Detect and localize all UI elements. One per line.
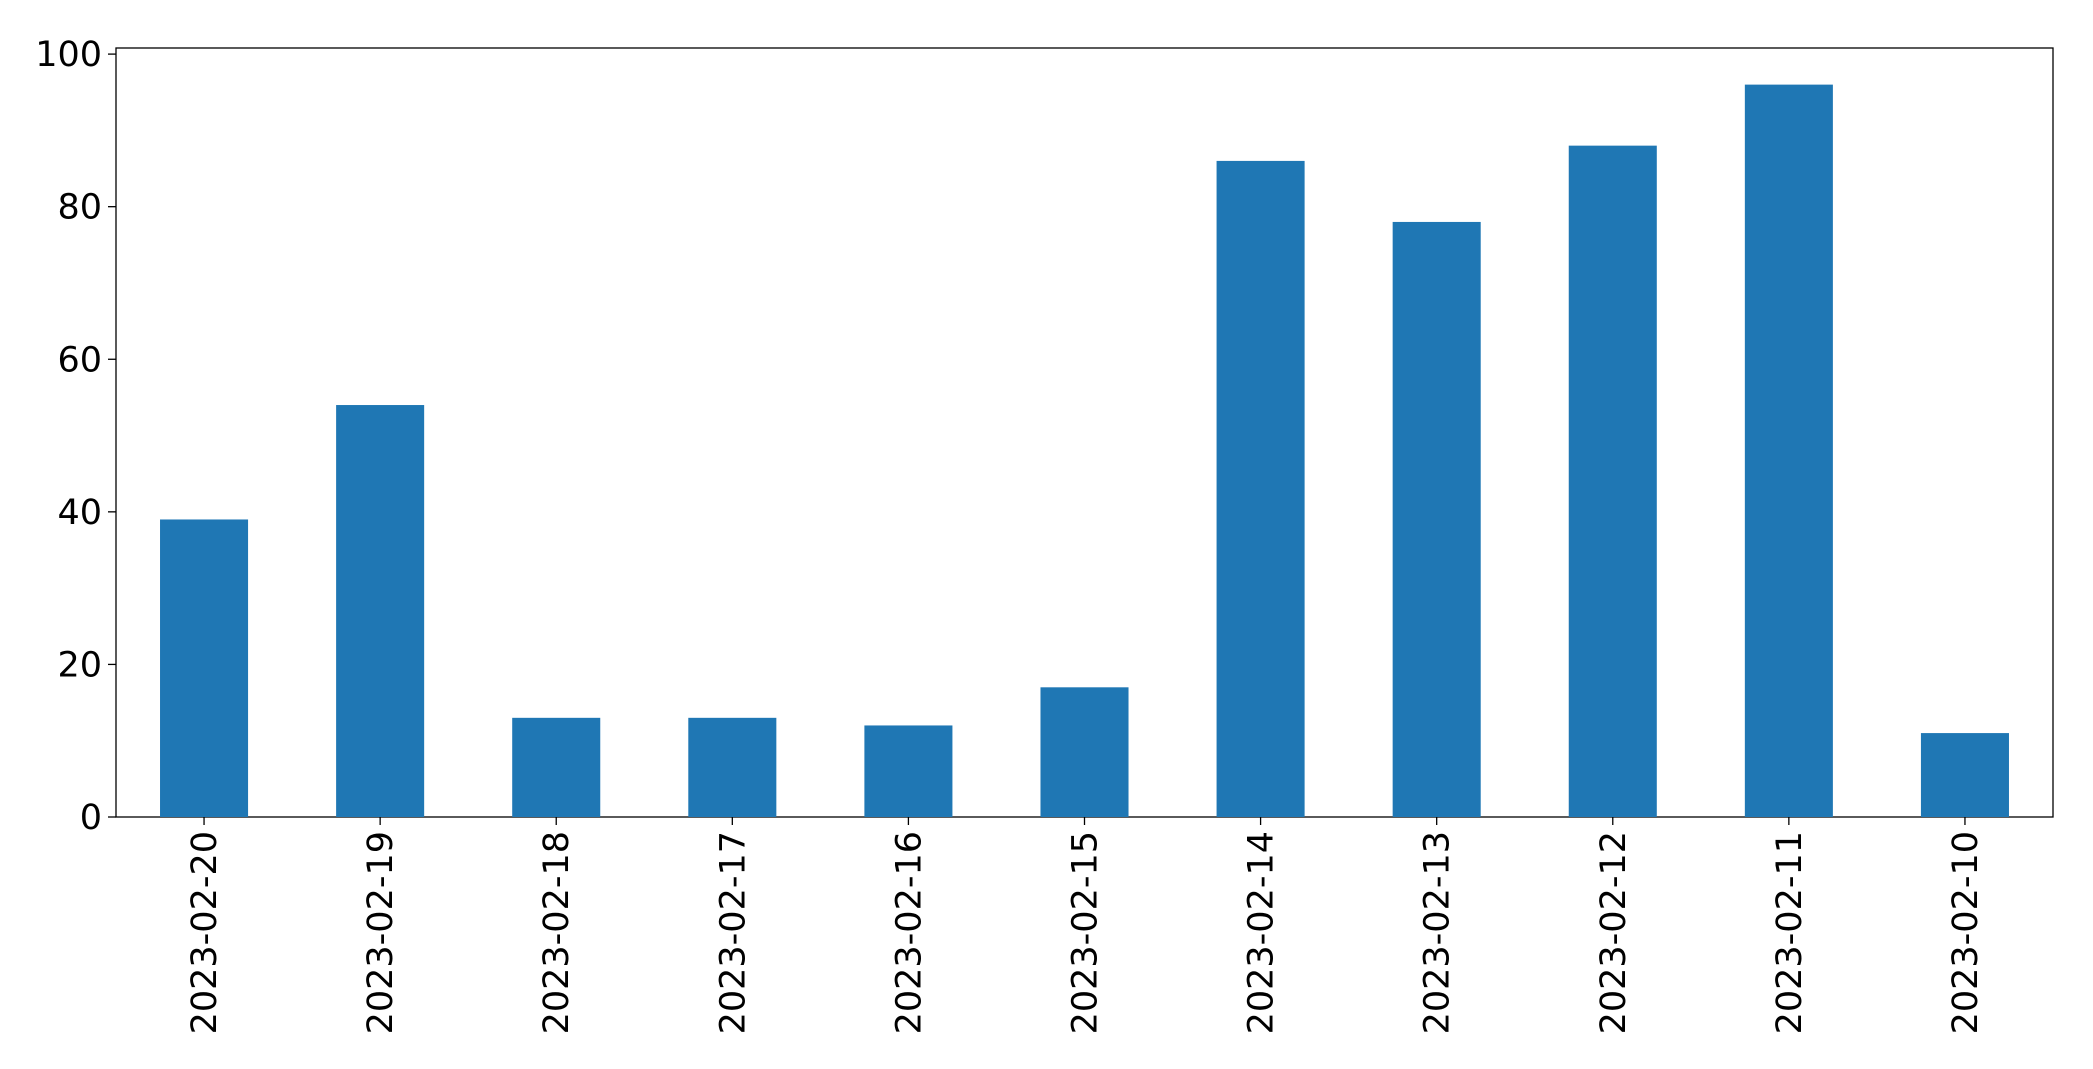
y-tick-label: 80 [57, 188, 102, 228]
x-tick-label: 2023-02-15 [1066, 831, 1106, 1034]
x-tick-label: 2023-02-12 [1594, 831, 1634, 1034]
bar [688, 717, 777, 817]
x-tick-label: 2023-02-14 [1242, 831, 1282, 1034]
x-tick-label: 2023-02-18 [537, 831, 577, 1034]
x-tick-label: 2023-02-19 [361, 831, 401, 1034]
y-tick-label: 40 [57, 493, 102, 533]
x-tick-label: 2023-02-16 [889, 831, 929, 1034]
bar [1040, 687, 1129, 817]
x-tick-label: 2023-02-13 [1418, 831, 1458, 1034]
bar [160, 519, 249, 817]
x-tick-label: 2023-02-10 [1946, 831, 1986, 1034]
bar [512, 717, 601, 817]
bar [864, 725, 953, 817]
bar [336, 405, 425, 817]
bar [1920, 733, 2009, 817]
y-tick-label: 0 [80, 798, 102, 838]
bar [1568, 145, 1657, 818]
bar [1216, 160, 1305, 817]
y-tick-label: 20 [57, 645, 102, 685]
x-tick-label: 2023-02-11 [1770, 831, 1810, 1034]
bar [1744, 84, 1833, 818]
x-tick-label: 2023-02-20 [185, 831, 225, 1034]
y-tick-label: 100 [35, 35, 102, 75]
bar [1392, 221, 1481, 817]
y-tick-label: 60 [57, 340, 102, 380]
x-tick-label: 2023-02-17 [713, 831, 753, 1034]
